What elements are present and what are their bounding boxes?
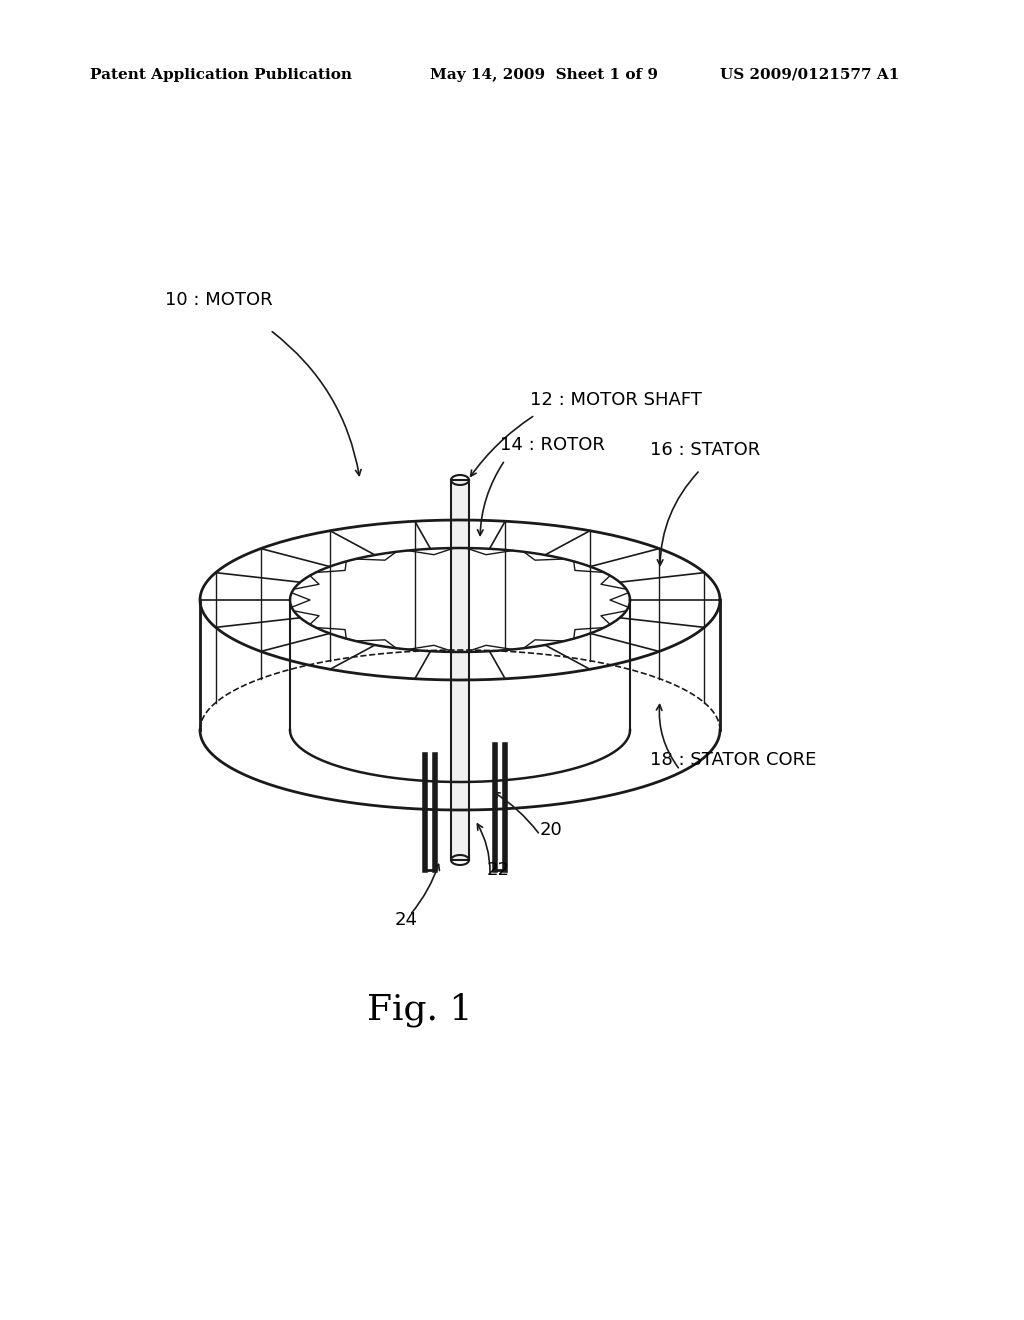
Text: US 2009/0121577 A1: US 2009/0121577 A1: [720, 69, 899, 82]
Text: 18 : STATOR CORE: 18 : STATOR CORE: [650, 751, 816, 770]
Text: Fig. 1: Fig. 1: [368, 993, 473, 1027]
Text: 20: 20: [540, 821, 563, 840]
FancyBboxPatch shape: [451, 480, 469, 861]
Text: 14 : ROTOR: 14 : ROTOR: [500, 436, 605, 454]
Text: 16 : STATOR: 16 : STATOR: [650, 441, 760, 459]
Text: 22: 22: [487, 861, 510, 879]
Text: May 14, 2009  Sheet 1 of 9: May 14, 2009 Sheet 1 of 9: [430, 69, 658, 82]
Text: 12 : MOTOR SHAFT: 12 : MOTOR SHAFT: [530, 391, 701, 409]
Text: 24: 24: [395, 911, 418, 929]
Text: Patent Application Publication: Patent Application Publication: [90, 69, 352, 82]
Text: 10 : MOTOR: 10 : MOTOR: [165, 290, 272, 309]
